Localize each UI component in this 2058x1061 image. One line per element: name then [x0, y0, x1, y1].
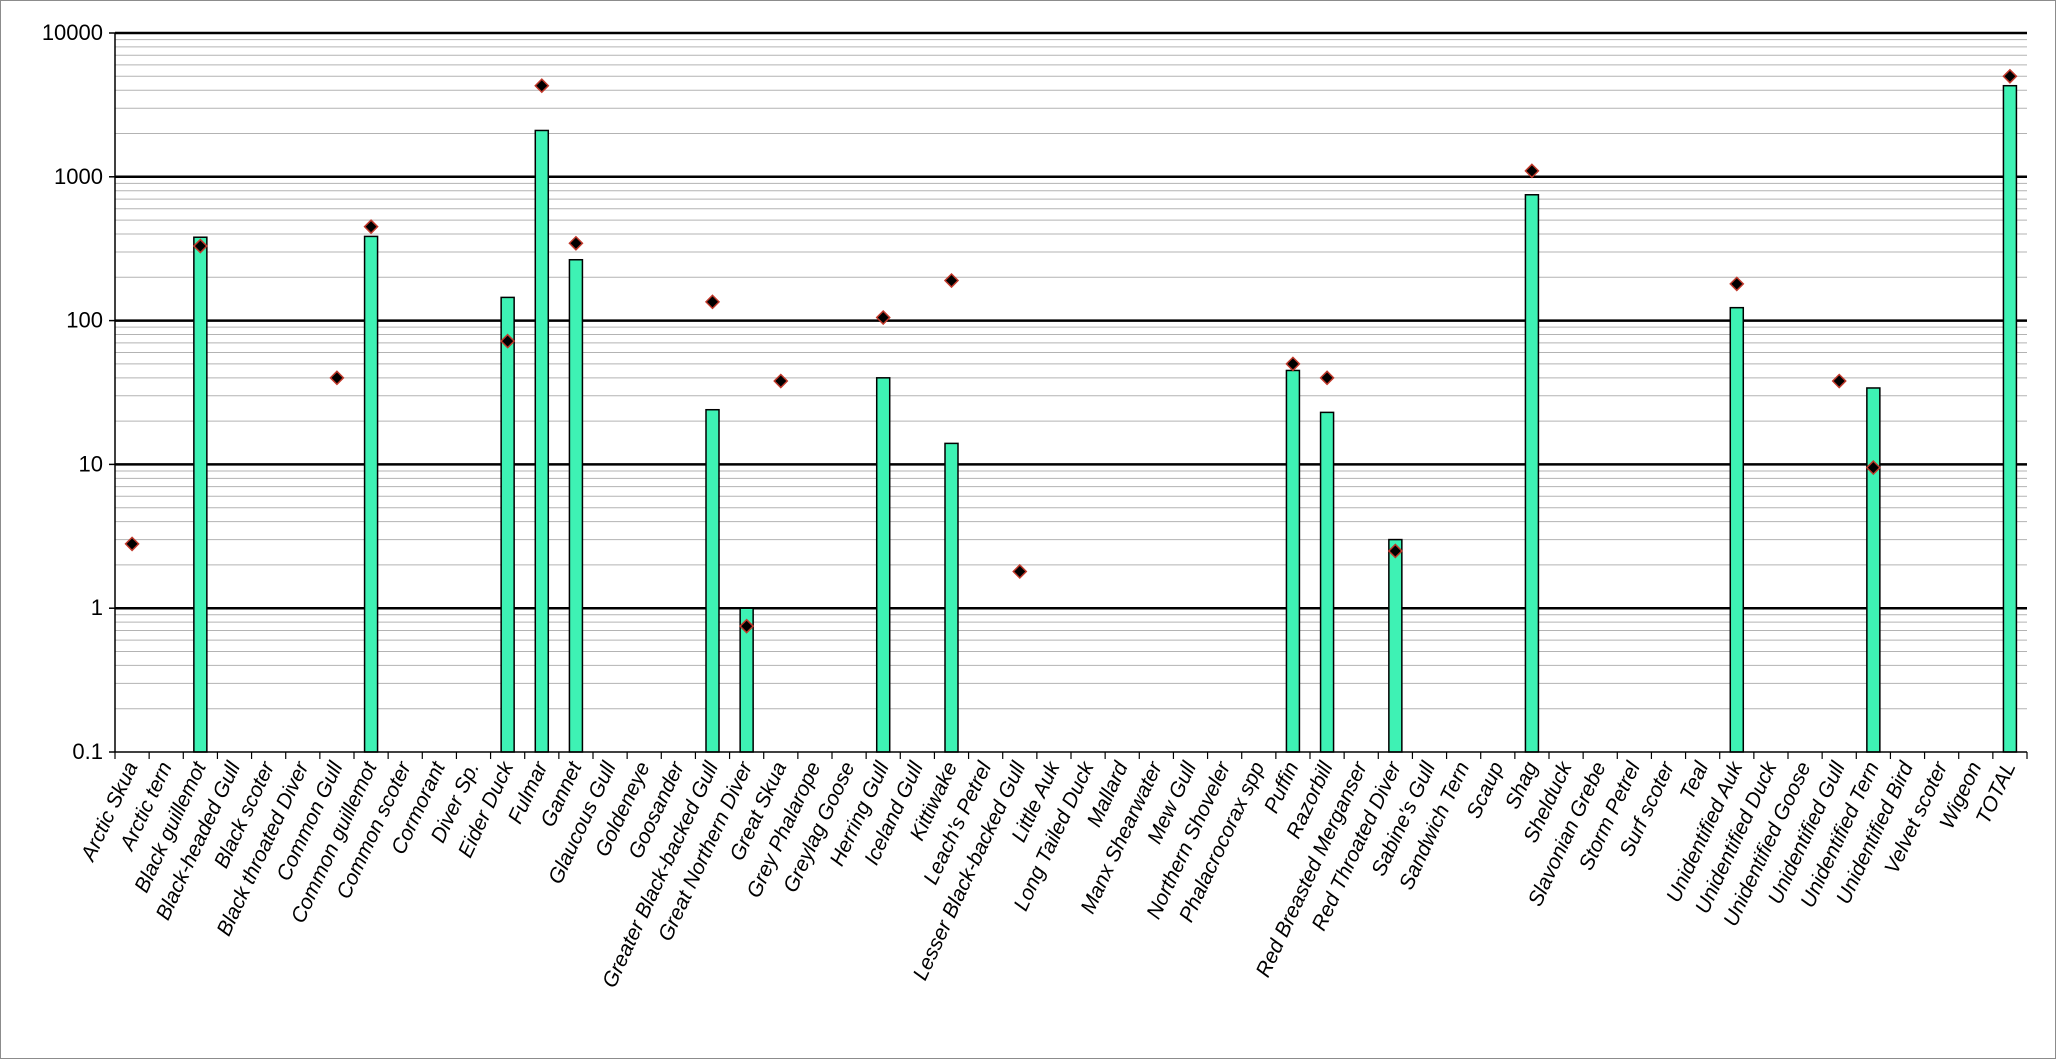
y-axis-ticks: 0.1 1 10 100 1000 10000	[42, 20, 115, 764]
bar	[1319, 411, 1335, 753]
bar	[1729, 306, 1745, 753]
bar	[534, 129, 550, 753]
bar	[944, 442, 959, 753]
marker-point	[704, 294, 721, 310]
gridlines	[115, 31, 2027, 710]
marker-point	[2002, 68, 2018, 84]
bar	[1285, 369, 1301, 753]
marker-point	[568, 235, 584, 251]
marker-point	[192, 238, 208, 254]
marker-point	[773, 373, 789, 389]
bar	[193, 236, 208, 753]
marker-point	[363, 219, 379, 235]
marker-point	[500, 333, 516, 349]
bar	[1524, 194, 1540, 753]
bar	[705, 408, 720, 753]
bar	[500, 296, 515, 753]
marker-point	[1729, 276, 1745, 292]
bar	[2002, 84, 2018, 753]
bar	[875, 377, 891, 753]
marker-point	[124, 536, 140, 552]
y-tick-label: 1000	[54, 164, 103, 189]
y-tick-label: 10	[79, 451, 103, 476]
bar	[363, 235, 379, 753]
y-tick-label: 100	[66, 308, 103, 333]
marker-point	[875, 309, 891, 326]
bar	[1866, 387, 1881, 753]
marker-point	[1387, 543, 1403, 559]
marker-point	[1319, 370, 1335, 386]
marker-point	[329, 370, 345, 386]
marker-point	[1831, 373, 1847, 389]
marker-point	[739, 618, 755, 634]
bar	[568, 258, 584, 753]
marker-series	[124, 68, 2018, 634]
marker-point	[1524, 163, 1540, 179]
y-tick-label: 0.1	[72, 739, 103, 764]
marker-point	[1285, 356, 1301, 372]
bar	[1388, 538, 1403, 753]
marker-point	[1012, 563, 1028, 580]
marker-point	[943, 272, 960, 289]
y-tick-label: 10000	[42, 20, 103, 45]
axes	[114, 33, 2028, 759]
y-tick-label: 1	[91, 595, 103, 620]
bar-series	[193, 84, 2018, 753]
marker-point	[534, 78, 550, 94]
marker-point	[1865, 460, 1881, 476]
